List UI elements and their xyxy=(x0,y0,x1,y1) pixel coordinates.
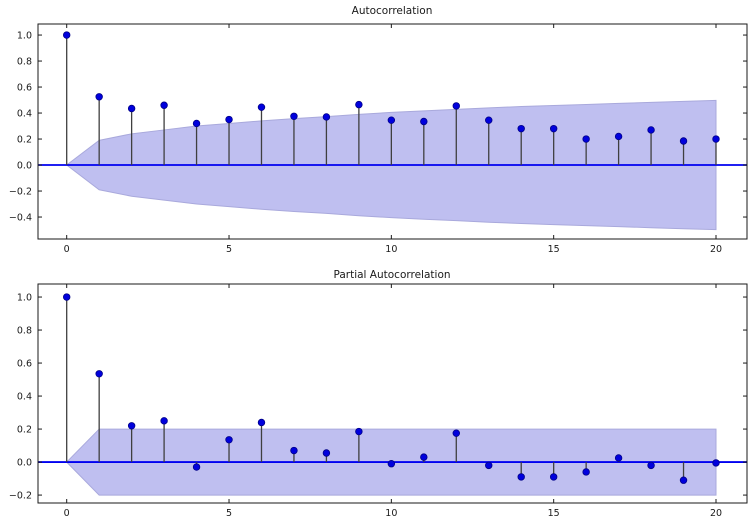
data-marker xyxy=(355,100,363,109)
data-marker xyxy=(582,468,590,476)
data-marker xyxy=(517,473,525,481)
data-marker xyxy=(387,460,396,468)
data-marker xyxy=(257,418,266,427)
y-tick-label: 0.4 xyxy=(17,392,32,403)
x-tick-label: 5 xyxy=(226,508,232,519)
data-marker xyxy=(290,446,298,455)
data-marker xyxy=(192,119,201,128)
data-marker xyxy=(679,476,688,484)
y-tick-label: 1.0 xyxy=(17,293,32,304)
data-marker xyxy=(452,429,460,437)
y-tick-label: −0.4 xyxy=(9,213,32,224)
y-tick-label: −0.2 xyxy=(9,491,32,502)
axes-frame xyxy=(37,23,748,240)
acf-chart-title: Autocorrelation xyxy=(352,5,433,17)
x-tick-label: 10 xyxy=(385,508,397,519)
y-tick-label: 0.8 xyxy=(17,326,32,337)
y-tick-label: 0.2 xyxy=(17,135,32,146)
x-tick-label: 0 xyxy=(64,244,70,255)
data-marker xyxy=(322,449,331,457)
pacf-chart: Partial Autocorrelation 1.0 0.8 0.6 0.4 0.2 0… xyxy=(0,264,750,528)
y-tick-label: 1.0 xyxy=(17,31,32,42)
y-tick-label: 0.8 xyxy=(17,57,32,68)
data-marker xyxy=(225,115,233,124)
data-marker xyxy=(712,459,720,467)
data-marker xyxy=(62,31,71,39)
data-marker xyxy=(387,116,396,124)
data-marker xyxy=(582,135,590,143)
data-marker xyxy=(679,137,688,145)
y-tick-label: 0.0 xyxy=(17,458,32,469)
data-marker xyxy=(160,101,168,109)
data-marker xyxy=(420,453,428,461)
data-marker xyxy=(549,473,558,481)
data-marker xyxy=(452,102,460,110)
data-marker xyxy=(290,112,298,120)
data-marker xyxy=(614,454,623,462)
data-marker xyxy=(355,427,363,436)
data-marker xyxy=(127,104,136,113)
data-marker xyxy=(192,463,201,471)
x-tick-label: 20 xyxy=(710,508,722,519)
data-marker xyxy=(485,461,493,470)
data-marker xyxy=(549,124,558,133)
data-marker xyxy=(517,124,525,133)
data-marker xyxy=(614,132,623,141)
acf-plot-svg: Autocorrelation 1.0 0.8 0.6 0.4 0.2 0.0 −0.2 −0… xyxy=(9,5,748,255)
pacf-chart-title: Partial Autocorrelation xyxy=(333,269,450,281)
data-marker xyxy=(322,113,331,121)
data-marker xyxy=(95,93,103,101)
data-marker xyxy=(95,370,103,378)
acf-chart: Autocorrelation 1.0 0.8 0.6 0.4 0.2 0.0 −0.2 −0… xyxy=(9,5,748,255)
data-marker xyxy=(712,135,720,143)
data-marker xyxy=(127,422,136,430)
pacf-plot-svg: Partial Autocorrelation 1.0 0.8 0.6 0.4 0.2 0… xyxy=(9,269,748,519)
y-tick-label: −0.2 xyxy=(9,187,32,198)
x-tick-label: 20 xyxy=(710,244,722,255)
x-tick-label: 0 xyxy=(64,508,70,519)
x-tick-label: 5 xyxy=(226,244,232,255)
data-marker xyxy=(420,117,428,126)
data-marker xyxy=(225,436,233,444)
x-tick-label: 15 xyxy=(548,508,560,519)
y-tick-label: 0.6 xyxy=(17,359,32,370)
axes-frame xyxy=(37,283,748,504)
x-tick-label: 10 xyxy=(385,244,397,255)
data-marker xyxy=(160,417,168,425)
y-tick-label: 0.4 xyxy=(17,109,32,120)
y-tick-label: 0.0 xyxy=(17,161,32,172)
data-marker xyxy=(647,126,655,134)
pacf-plot-layer: 1.0 0.8 0.6 0.4 0.2 0.0 −0.2 0 5 10 15 20 xyxy=(9,283,748,519)
y-tick-label: 0.6 xyxy=(17,83,32,94)
data-marker xyxy=(257,103,266,111)
data-marker xyxy=(62,293,71,301)
x-tick-label: 15 xyxy=(548,244,560,255)
y-tick-label: 0.2 xyxy=(17,425,32,436)
data-marker xyxy=(647,461,655,470)
acf-plot-layer: 1.0 0.8 0.6 0.4 0.2 0.0 −0.2 −0.4 0 5 10 15 20 xyxy=(9,23,748,255)
data-marker xyxy=(485,116,493,124)
